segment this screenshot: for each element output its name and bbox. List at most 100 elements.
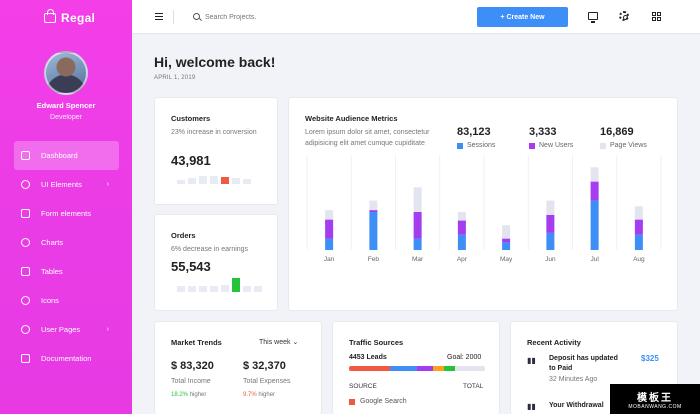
sidebar-nav: Dashboard UI Elements › Form elements Ch…: [14, 141, 119, 373]
spark-bar: [243, 179, 251, 184]
orders-sparkbars: [177, 276, 262, 292]
brand-name: Regal: [61, 11, 96, 25]
bar-new-users-aug: [634, 219, 643, 235]
leads-count: 4453 Leads: [349, 354, 387, 361]
legend-label: Page Views: [610, 142, 647, 149]
sidebar-item-icons[interactable]: Icons: [14, 286, 119, 315]
income-label: Total Income: [171, 378, 211, 385]
bar-new-users-jul: [590, 181, 599, 201]
monitor-icon[interactable]: [588, 12, 598, 23]
source-header: SOURCE: [349, 383, 377, 390]
expenses-change-label: higher: [258, 392, 276, 398]
x-tick-label: Jan: [324, 256, 335, 263]
expenses-change: 9.7% higher: [243, 390, 275, 401]
traffic-segment: [433, 366, 445, 371]
sidebar-item-label: Form elements: [41, 209, 92, 218]
legend-label: Sessions: [467, 142, 496, 149]
traffic-row: Google Search: [349, 398, 407, 405]
orders-subtitle: 6% decrease in earnings: [171, 246, 249, 253]
source-label: Google Search: [360, 398, 407, 405]
bar-chart-icon: ▮▮: [527, 402, 536, 411]
expenses-label: Total Expenses: [243, 378, 291, 385]
sessions-value: 83,123: [457, 126, 491, 138]
watermark-url: MOBANWANG.COM: [628, 403, 682, 410]
avatar[interactable]: [44, 51, 88, 95]
bar-page-views-jan: [325, 210, 334, 220]
income-change: 18.2% higher: [171, 390, 206, 401]
page-title: Hi, welcome back!: [154, 54, 276, 70]
hamburger-menu-icon[interactable]: [155, 13, 163, 20]
sidebar-item-charts[interactable]: Charts: [14, 228, 119, 257]
file-icon: [21, 209, 30, 218]
traffic-segment: [416, 366, 434, 371]
pie-chart-icon: [21, 238, 30, 247]
watermark-text: 模板王: [637, 392, 673, 404]
header-divider: [173, 10, 174, 24]
user-name: Edward Spencer: [36, 101, 96, 110]
traffic-title: Traffic Sources: [349, 338, 404, 347]
chevron-down-icon: ⌄: [292, 339, 299, 346]
x-tick-label: Aug: [633, 256, 645, 263]
bar-sessions-apr: [457, 234, 466, 250]
activity-item-amount: $325: [641, 354, 659, 363]
sidebar-item-tables[interactable]: Tables: [14, 257, 119, 286]
audience-description: Lorem ipsum dolor sit amet, consectetur …: [305, 129, 430, 147]
bar-sessions-mar: [413, 238, 422, 250]
spark-bar: [177, 180, 185, 184]
sessions-legend: Sessions: [457, 142, 495, 149]
audience-metrics-card: Website Audience Metrics Lorem ipsum dol…: [288, 97, 678, 311]
traffic-segment: [444, 366, 456, 371]
bar-sessions-feb: [369, 212, 378, 250]
customers-subtitle: 23% increase in conversion: [171, 129, 257, 136]
sidebar-item-label: Tables: [41, 267, 63, 276]
spark-bar: [254, 286, 262, 292]
total-header: TOTAL: [463, 383, 484, 390]
brand-logo[interactable]: Regal: [44, 9, 96, 25]
bag-icon: [44, 9, 56, 23]
sidebar-item-label: UI Elements: [41, 180, 82, 189]
sidebar-item-user-pages[interactable]: User Pages ›: [14, 315, 119, 344]
bar-sessions-aug: [634, 234, 643, 250]
bar-new-users-feb: [369, 210, 378, 212]
period-value: This week: [259, 339, 291, 346]
expenses-change-percent: 9.7%: [243, 392, 257, 398]
bar-sessions-jan: [325, 238, 334, 250]
bar-sessions-may: [502, 242, 511, 250]
customers-value: 43,981: [171, 153, 211, 168]
spark-bar: [232, 178, 240, 184]
watermark-logo: 模板王 MOBANWANG.COM: [610, 384, 700, 414]
spark-bar: [243, 286, 251, 292]
market-title: Market Trends: [171, 338, 222, 347]
activity-item-title: Your Withdrawal: [549, 402, 604, 409]
sidebar-item-label: Charts: [41, 238, 64, 247]
spark-bar: [188, 286, 196, 292]
sidebar-item-label: Icons: [41, 296, 59, 305]
bar-page-views-jul: [590, 167, 599, 182]
bar-sessions-jun: [546, 232, 555, 250]
sidebar-item-ui-elements[interactable]: UI Elements ›: [14, 170, 119, 199]
x-tick-label: Jul: [590, 256, 599, 263]
legend-label: New Users: [539, 142, 574, 149]
gear-icon[interactable]: [619, 11, 629, 21]
sidebar-item-dashboard[interactable]: Dashboard: [14, 141, 119, 170]
create-new-button[interactable]: + Create New: [477, 7, 568, 27]
sidebar-item-documentation[interactable]: Documentation: [14, 344, 119, 373]
spark-bar: [199, 176, 207, 184]
command-icon: [21, 267, 30, 276]
customers-card: Customers 23% increase in conversion 43,…: [154, 97, 278, 205]
period-dropdown[interactable]: This week ⌄: [259, 338, 298, 346]
bar-new-users-jan: [325, 219, 334, 239]
activity-item-title: Deposit has updated to Paid: [549, 355, 618, 372]
search-icon: [193, 13, 200, 20]
sidebar-item-form-elements[interactable]: Form elements: [14, 199, 119, 228]
customers-sparkbars: [177, 170, 251, 184]
page-views-value: 16,869: [600, 126, 634, 138]
apps-grid-icon[interactable]: [652, 12, 661, 21]
bar-page-views-mar: [413, 187, 422, 212]
traffic-progress-bar: [349, 366, 485, 371]
search-input[interactable]: [205, 10, 355, 24]
audience-bar-chart: Jan Feb Mar Apr May Jun Jul Aug: [306, 155, 662, 263]
new-users-value: 3,333: [529, 126, 557, 138]
traffic-segment: [349, 366, 390, 371]
bar-new-users-jun: [546, 214, 555, 233]
